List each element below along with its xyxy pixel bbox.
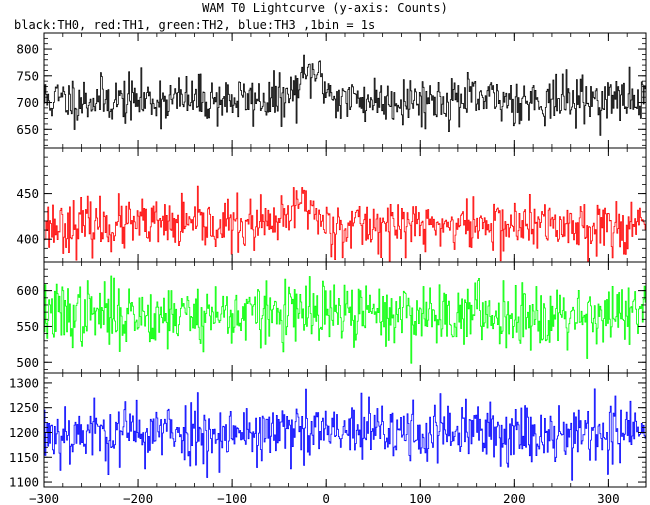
y-tick-label: 800 bbox=[16, 42, 39, 57]
y-tick-label: 1200 bbox=[9, 425, 39, 440]
x-tick-label: −300 bbox=[29, 491, 59, 505]
y-tick-label: 700 bbox=[16, 95, 39, 110]
x-tick-label: 300 bbox=[597, 491, 620, 505]
y-tick-label: 400 bbox=[16, 232, 39, 247]
x-tick-label: 0 bbox=[322, 491, 330, 505]
y-tick-label: 1150 bbox=[9, 450, 39, 465]
series-line-th0 bbox=[44, 54, 646, 136]
y-tick-label: 1250 bbox=[9, 400, 39, 415]
y-tick-label: 1300 bbox=[9, 375, 39, 390]
y-tick-label: 500 bbox=[16, 355, 39, 370]
chart-title: WAM T0 Lightcurve (y-axis: Counts) bbox=[202, 1, 448, 15]
series-line-th1 bbox=[44, 185, 646, 262]
series-line-th2 bbox=[44, 275, 646, 364]
series-line-th3 bbox=[44, 388, 646, 481]
x-tick-label: −100 bbox=[217, 491, 247, 505]
y-tick-label: 1100 bbox=[9, 475, 39, 490]
y-tick-label: 650 bbox=[16, 122, 39, 137]
x-tick-label: 200 bbox=[503, 491, 526, 505]
y-tick-label: 750 bbox=[16, 68, 39, 83]
y-tick-label: 450 bbox=[16, 186, 39, 201]
chart-subtitle: black:TH0, red:TH1, green:TH2, blue:TH3 … bbox=[14, 18, 376, 32]
panel-frame-2 bbox=[43, 147, 647, 263]
x-tick-label: 100 bbox=[409, 491, 432, 505]
y-tick-label: 550 bbox=[16, 319, 39, 334]
x-tick-label: −200 bbox=[123, 491, 153, 505]
y-tick-label: 600 bbox=[16, 283, 39, 298]
